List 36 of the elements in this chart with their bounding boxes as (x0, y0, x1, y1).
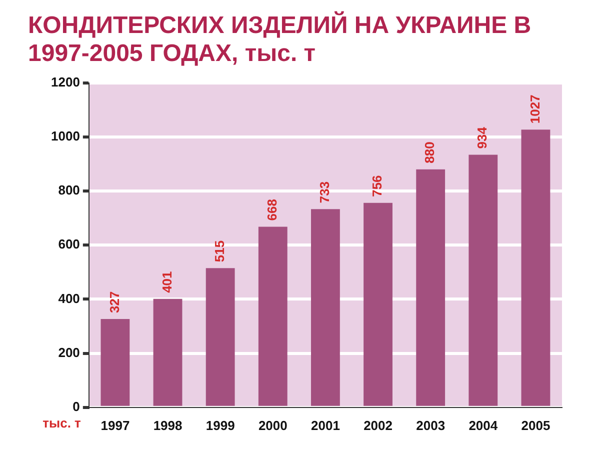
data-label: 327 (106, 291, 122, 313)
x-tick-label: 1999 (206, 418, 235, 433)
x-tick-label: 1997 (100, 418, 130, 433)
data-label: 515 (212, 240, 227, 262)
bar (416, 169, 446, 406)
x-tick-label: 2002 (364, 418, 392, 433)
y-tick-label: 400 (58, 290, 80, 306)
bar (521, 130, 550, 406)
data-label: 668 (264, 199, 280, 221)
chart-title: КОНДИТЕРСКИХ ИЗДЕЛИЙ НА УКРАИНЕ В 1997-2005 ГОДАХ, тыс. т (27, 10, 532, 69)
y-tick-label: 200 (58, 344, 80, 360)
x-tick-label: 2003 (416, 418, 446, 433)
x-tick-label: 1998 (153, 418, 182, 433)
bar (311, 209, 340, 406)
data-label: 401 (159, 271, 174, 293)
y-tick-label: 1000 (51, 128, 80, 144)
y-tick-label: 0 (72, 398, 80, 414)
bar (206, 268, 235, 406)
x-tick-label: 2001 (311, 418, 340, 433)
bar (100, 318, 130, 406)
data-label: 1027 (527, 94, 542, 124)
data-label: 733 (317, 181, 332, 204)
x-tick-label: 2004 (468, 418, 498, 433)
bar (258, 226, 288, 406)
data-label: 756 (370, 175, 385, 197)
bar (153, 298, 182, 406)
y-tick-label: 1200 (51, 74, 80, 90)
x-tick-label: 2000 (258, 418, 288, 433)
y-tick-label: 600 (58, 236, 80, 252)
data-label: 880 (422, 142, 438, 164)
y-tick-label: 800 (58, 182, 80, 198)
data-label: 934 (474, 126, 490, 149)
x-tick-label: 2005 (521, 418, 550, 433)
text: тыс. т (42, 415, 81, 430)
bar (468, 154, 498, 406)
bar (364, 202, 392, 406)
